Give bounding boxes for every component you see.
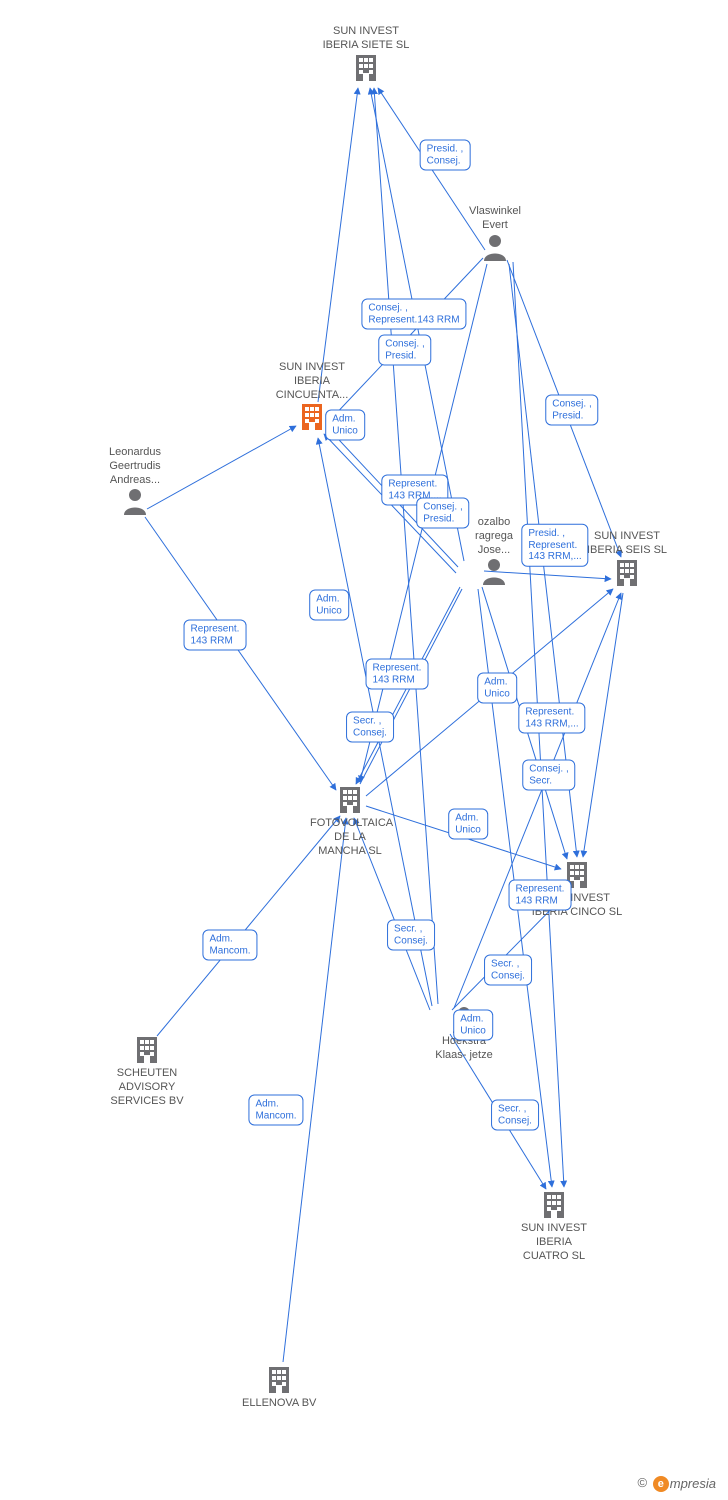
edge <box>360 264 487 782</box>
edge <box>370 88 464 561</box>
edge <box>326 426 458 567</box>
copyright-symbol: © <box>638 1475 648 1490</box>
edge <box>147 426 296 509</box>
edge <box>318 438 432 1006</box>
edge <box>157 816 340 1036</box>
edge <box>378 88 485 250</box>
brand-e-icon: e <box>653 1476 669 1492</box>
watermark: © empresia <box>638 1475 716 1492</box>
diagram-canvas: SUN INVEST IBERIA SIETE SL Vlaswinkel Ev… <box>0 0 728 1500</box>
edge <box>507 260 621 557</box>
brand-text: mpresia <box>670 1477 716 1492</box>
edge <box>318 88 358 402</box>
edge <box>454 593 621 1008</box>
edge <box>583 593 623 857</box>
edge <box>145 517 336 790</box>
edge <box>283 818 346 1362</box>
edge <box>374 88 438 1004</box>
edges-layer <box>0 0 728 1500</box>
edge <box>324 434 456 573</box>
edge <box>513 262 564 1187</box>
edge <box>450 1034 546 1189</box>
edge <box>356 587 460 784</box>
edge <box>354 818 430 1010</box>
edge <box>366 589 613 796</box>
edge <box>484 571 611 579</box>
edge <box>330 258 483 420</box>
